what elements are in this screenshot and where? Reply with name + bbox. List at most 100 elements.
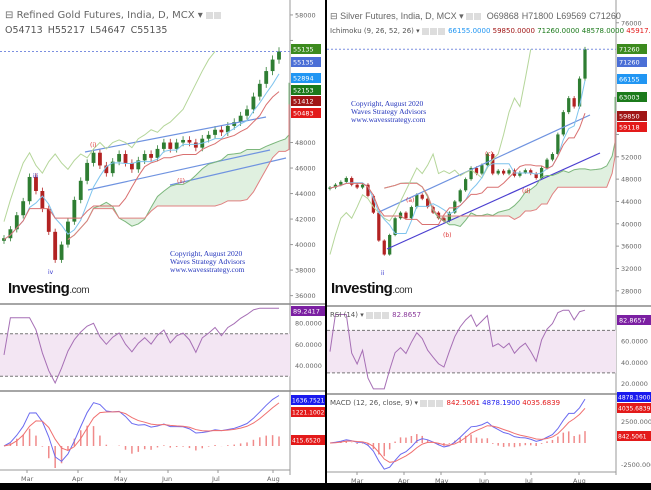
silver-copyright: Copyright, August 2020 Waves Strategy Ad… xyxy=(351,100,426,124)
rsi-line xyxy=(329,309,586,390)
y-tick-label: 36000 xyxy=(621,243,642,251)
wave-label: (d) xyxy=(522,188,531,195)
gold-low: L54647 xyxy=(90,25,126,36)
rsi-legend: RSI (14) ▾ 82.8657 xyxy=(330,311,422,319)
ichimoku-value: 59850.0000 xyxy=(492,27,535,35)
candle xyxy=(53,231,58,260)
senkou-span-a xyxy=(384,96,616,228)
candle xyxy=(85,162,90,181)
visibility-icon[interactable] xyxy=(428,399,436,407)
collapse-icon[interactable]: ⊟ xyxy=(5,10,14,21)
x-tick-label: Jun xyxy=(478,477,489,485)
price-badge-label: 63003 xyxy=(619,94,640,102)
candle xyxy=(426,198,430,208)
candle xyxy=(382,240,386,255)
rsi-tick-label: 40.0000 xyxy=(295,362,322,370)
rsi-band xyxy=(327,330,616,373)
visibility-icon[interactable] xyxy=(429,27,437,35)
silver-open: O69868 xyxy=(486,11,519,21)
candle xyxy=(393,218,397,235)
settings-icon[interactable] xyxy=(466,13,474,21)
chikou-span xyxy=(329,49,532,255)
candle xyxy=(27,176,32,202)
candle xyxy=(2,238,6,241)
price-badge xyxy=(291,44,321,54)
rsi-tick-label: 80.0000 xyxy=(295,320,322,328)
price-badge-label: 71260 xyxy=(619,46,640,54)
copyright-line: www.wavesstrategy.com xyxy=(170,265,245,274)
close-icon[interactable] xyxy=(381,311,389,319)
dropdown-icon[interactable]: ▾ xyxy=(459,11,464,21)
candle xyxy=(129,162,134,170)
visibility-icon[interactable] xyxy=(474,13,482,21)
candle xyxy=(545,159,549,168)
close-icon[interactable] xyxy=(437,27,445,35)
copyright-line: Waves Strategy Advisors xyxy=(170,257,246,266)
price-badge xyxy=(617,92,647,102)
wave-label: (c) xyxy=(485,151,493,158)
price-badge-label: 51412 xyxy=(293,98,314,106)
candle xyxy=(485,154,489,166)
ichimoku-value: 45917.5000 xyxy=(626,27,651,35)
macd-badge-label: 1221.1002 xyxy=(292,410,325,417)
gold-close: C55135 xyxy=(130,25,168,36)
gold-title: Refined Gold Futures, India, D, MCX xyxy=(16,10,195,21)
wave-label: iv xyxy=(48,269,54,276)
macd-badge-label: 1636.7521 xyxy=(292,398,325,405)
macd-badge-label: 842.5061 xyxy=(618,434,647,441)
macd-line xyxy=(3,395,280,463)
candle xyxy=(577,78,582,107)
candle xyxy=(136,160,141,170)
visibility-icon[interactable] xyxy=(373,311,381,319)
candle xyxy=(174,142,179,149)
price-badge xyxy=(617,111,647,121)
settings-icon[interactable] xyxy=(365,311,373,319)
candle xyxy=(142,154,147,161)
candle xyxy=(480,165,484,174)
gold-chart xyxy=(0,0,325,490)
settings-icon[interactable] xyxy=(420,399,428,407)
price-badge xyxy=(291,85,321,95)
price-badge-label: 59118 xyxy=(619,124,640,132)
candle xyxy=(251,96,256,110)
y-tick-label: 38000 xyxy=(295,267,316,275)
candle xyxy=(328,187,332,189)
candle xyxy=(168,142,173,149)
price-badge-label: 52153 xyxy=(293,87,314,95)
x-tick-label: Jul xyxy=(524,477,533,485)
macd-legend: MACD (12, 26, close, 9) ▾ 842.5061 4878.… xyxy=(330,399,561,407)
gold-open: O54713 xyxy=(5,25,43,36)
candle xyxy=(110,161,115,174)
y-tick-label: 58000 xyxy=(295,11,316,19)
macd-badge-label: 4878.1900 xyxy=(618,395,651,402)
candle xyxy=(518,172,522,176)
rsi-badge xyxy=(617,315,651,325)
candle xyxy=(550,154,555,160)
visibility-icon[interactable] xyxy=(213,11,221,19)
candle xyxy=(388,234,392,255)
close-icon[interactable] xyxy=(436,399,444,407)
candle xyxy=(458,190,462,202)
rsi-tick-label: 40.0000 xyxy=(621,359,648,367)
candle xyxy=(447,212,451,222)
candle xyxy=(567,98,571,113)
candle xyxy=(187,139,192,143)
kijun-sen xyxy=(329,113,586,225)
candle xyxy=(21,201,26,216)
collapse-icon[interactable]: ⊟ xyxy=(330,11,338,21)
macd-tick-label: 2500.0000 xyxy=(621,418,651,426)
silver-close: C71260 xyxy=(589,11,621,21)
settings-icon[interactable] xyxy=(205,11,213,19)
candle xyxy=(257,83,262,97)
wave-label: (b) xyxy=(443,232,452,239)
candle xyxy=(404,212,408,219)
senkou-span-b xyxy=(67,104,290,240)
copyright-line: Copyright, August 2020 xyxy=(170,249,243,258)
trend-line xyxy=(378,114,591,213)
price-badge xyxy=(291,57,321,67)
settings-icon[interactable] xyxy=(421,27,429,35)
candle xyxy=(193,142,198,148)
dropdown-icon[interactable]: ▾ xyxy=(197,10,203,21)
candle xyxy=(360,184,365,188)
